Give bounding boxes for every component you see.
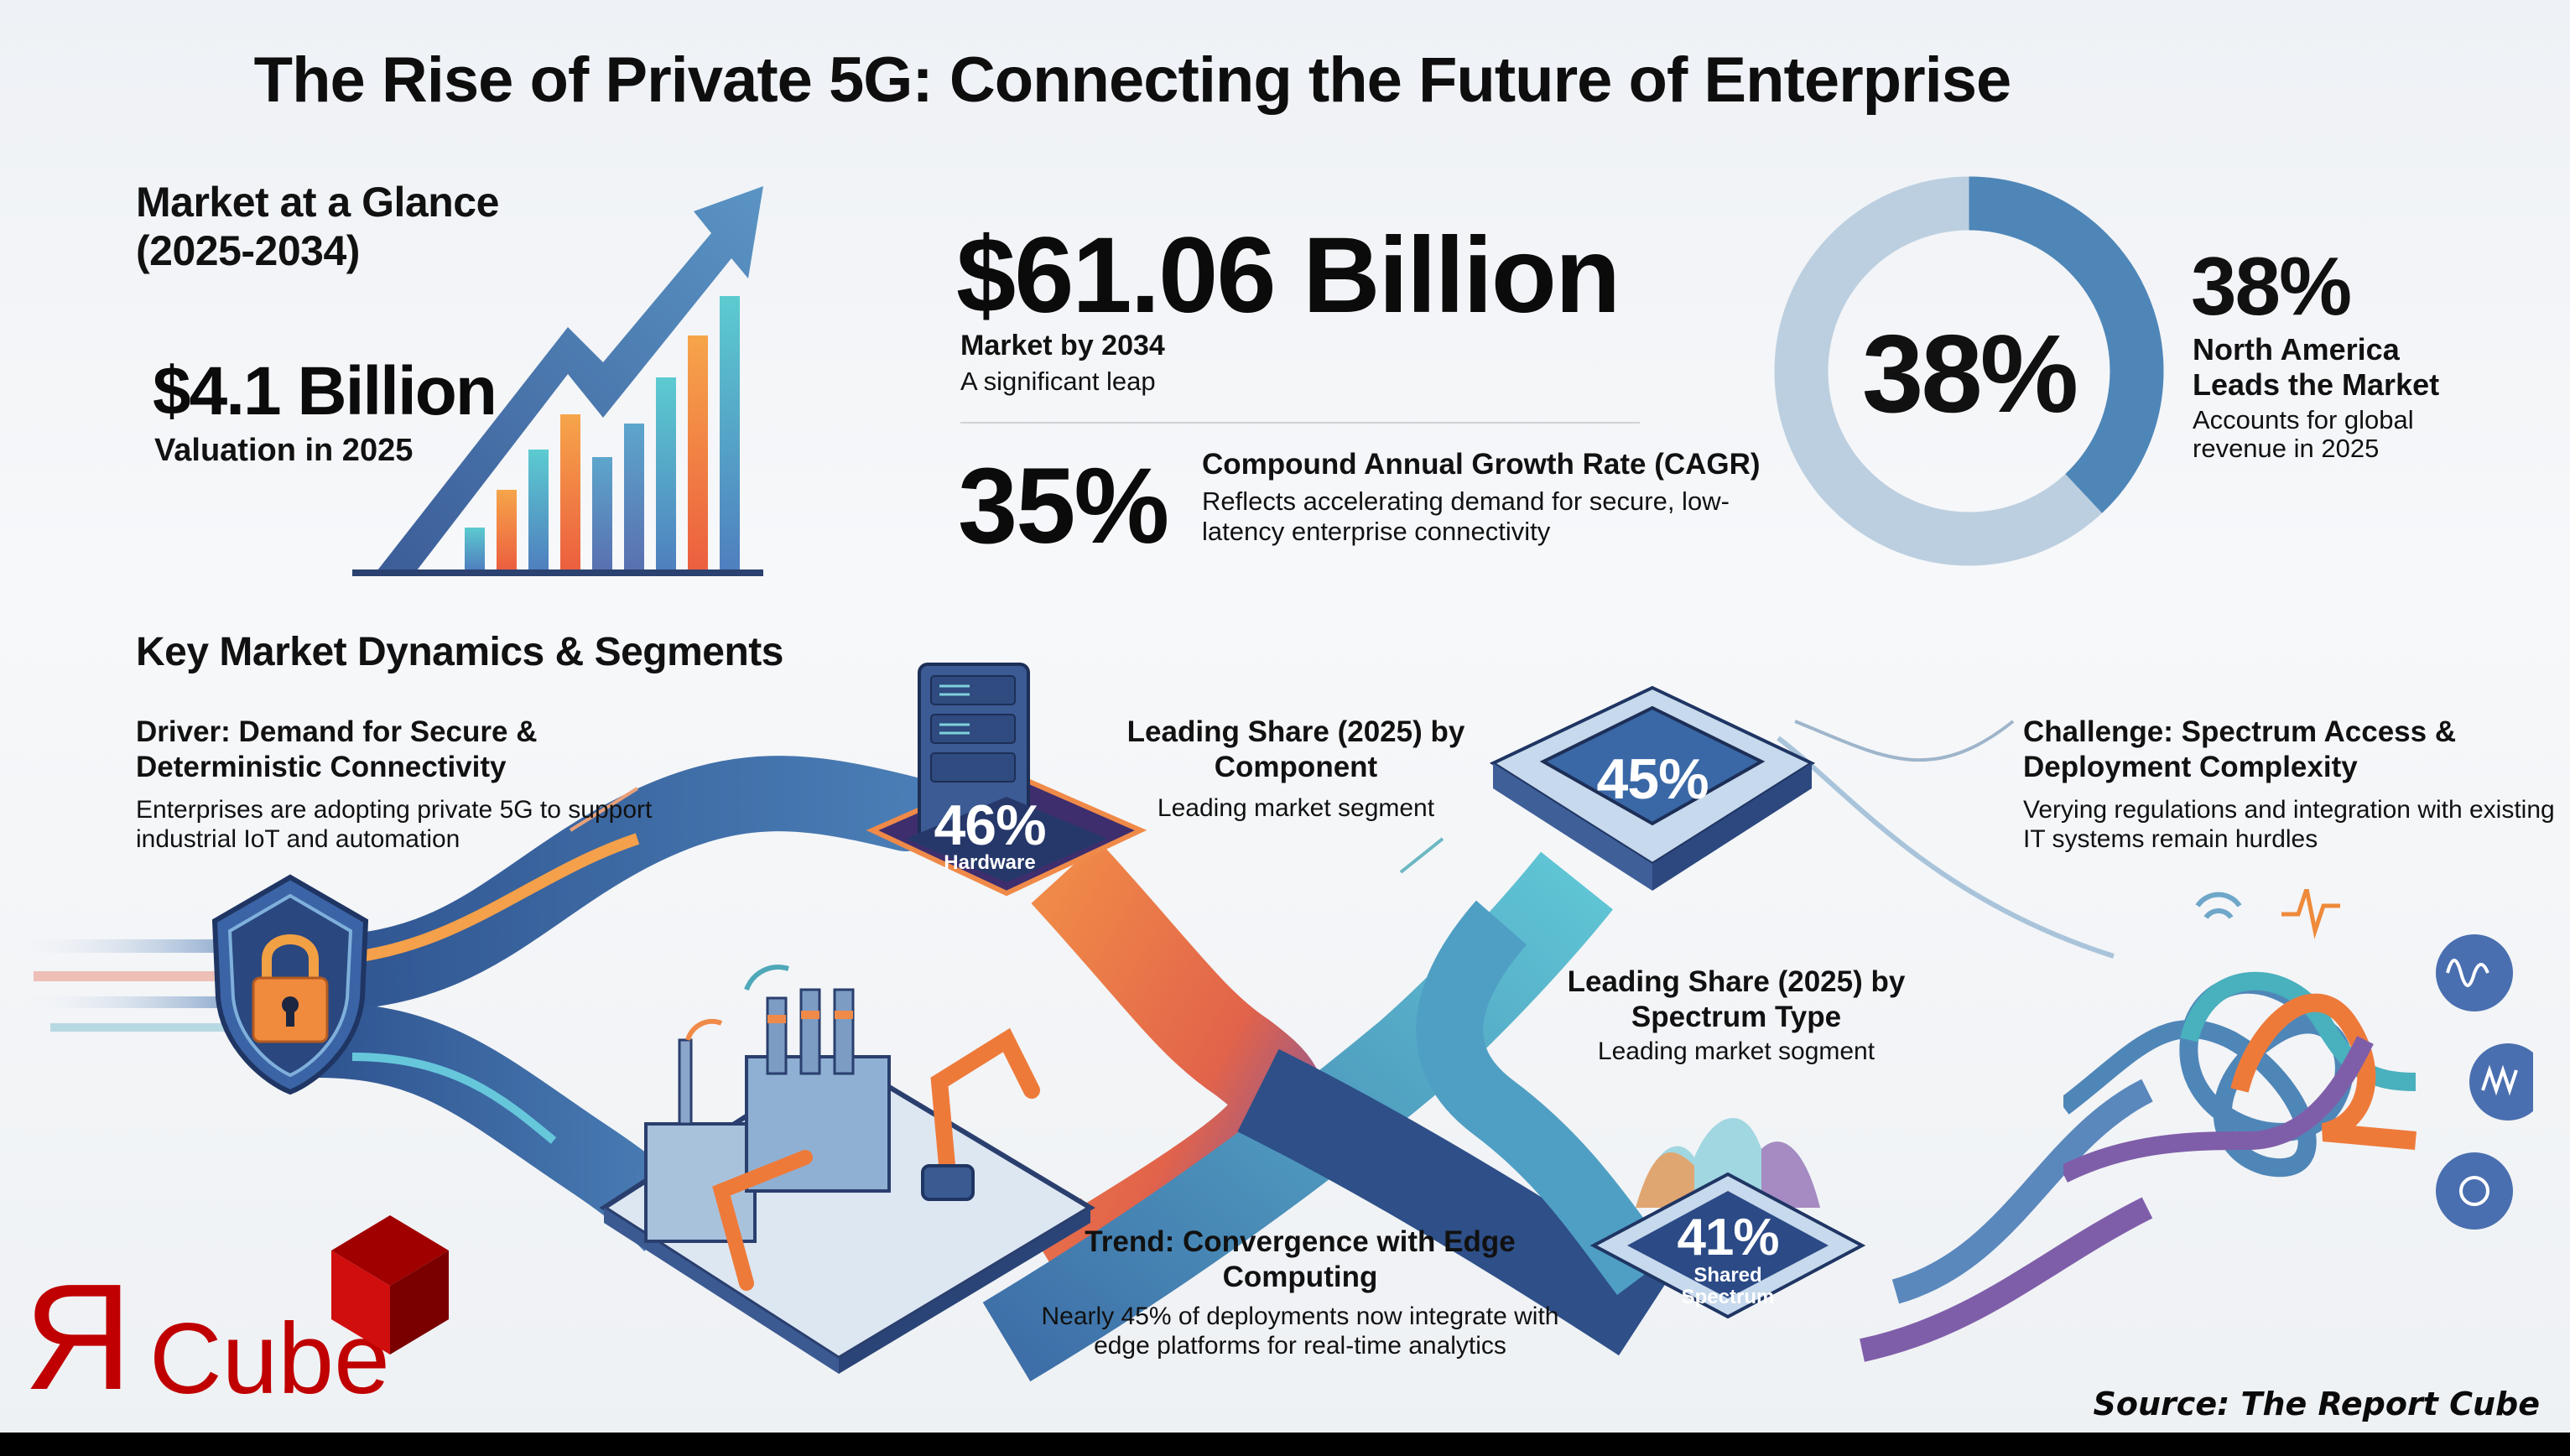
heading-line-2: (2025-2034) xyxy=(136,227,360,274)
sub-line-2: revenue in 2025 xyxy=(2193,434,2380,463)
spectrum-badge-value: 41% xyxy=(1677,1209,1779,1266)
knot-icon xyxy=(2063,889,2533,1230)
bottom-bar xyxy=(0,1433,2570,1456)
component-badge-label: Hardware xyxy=(944,851,1036,874)
edge-chip-value: 45% xyxy=(1596,747,1709,811)
cagr-value: 35% xyxy=(958,446,1169,566)
component-badge: 46% Hardware xyxy=(864,654,1149,897)
trend-body: Nearly 45% of deployments now integrate … xyxy=(1041,1303,1559,1360)
heading-line-1: Market at a Glance xyxy=(136,179,499,226)
trend-arrow-icon xyxy=(377,186,763,570)
shield-lock-icon xyxy=(211,874,369,1095)
market-at-glance-heading: Market at a Glance (2025-2034) xyxy=(136,178,499,275)
waveform-icon xyxy=(2469,1043,2533,1121)
network-flow-illustration xyxy=(17,720,2153,1382)
cagr-subtext: Reflects accelerating demand for secure,… xyxy=(1202,486,1730,546)
component-badge-value: 46% xyxy=(934,793,1046,857)
component-title: Leading Share (2025) by Component xyxy=(1126,715,1465,783)
value-2034: $61.06 Billion xyxy=(956,216,1621,335)
spectrum-body: Leading market sogment xyxy=(1597,1037,1875,1065)
factory-icon xyxy=(599,965,1095,1374)
badge-label-line-2: Spectrum xyxy=(1681,1286,1775,1308)
badge-label-line-1: Shared xyxy=(1693,1264,1762,1287)
trend-title: Trend: Convergence with Edge Computing xyxy=(1085,1225,1516,1293)
label-line-2: Leads the Market xyxy=(2193,367,2440,402)
challenge-body: Verying regulations and integration with… xyxy=(2023,796,2555,853)
wifi-icon xyxy=(685,1018,723,1041)
spectrum-badge: 41% Shared Spectrum xyxy=(1585,1082,1870,1325)
server-rack-icon xyxy=(866,663,1147,897)
divider xyxy=(960,422,1640,424)
spectrum-title: Leading Share (2025) by Spectrum Type xyxy=(1567,965,1906,1033)
logo-letter: Я xyxy=(23,1253,133,1422)
page-title: The Rise of Private 5G: Connecting the F… xyxy=(253,44,2012,116)
edge-chip-badge: 45% xyxy=(1476,671,1829,897)
dynamics-heading: Key Market Dynamics & Segments xyxy=(136,630,783,674)
robot-arm-icon xyxy=(712,1027,1040,1291)
cagr-label: Compound Annual Growth Rate (CAGR) xyxy=(1202,448,1761,481)
source-credit: Source: The Report Cube xyxy=(2093,1386,2540,1422)
region-donut-chart xyxy=(1774,176,2164,566)
value-2034-label: Market by 2034 xyxy=(960,330,1165,361)
driver-title: Driver: Demand for Secure & Deterministi… xyxy=(136,715,538,783)
chart-bars xyxy=(465,296,740,569)
donut-center-value: 38% xyxy=(1861,312,2078,435)
value-2034-subtext: A significant leap xyxy=(960,367,1156,396)
challenge-title: Challenge: Spectrum Access & Deployment … xyxy=(2023,715,2457,783)
spectrum-wave-icon xyxy=(1589,1117,1866,1319)
chip-icon xyxy=(1489,685,1816,891)
north-america-percent: 38% xyxy=(2191,240,2352,332)
logo-cube-icon xyxy=(331,1215,449,1355)
label-line-1: North America xyxy=(2193,332,2400,367)
value-2025-label: Valuation in 2025 xyxy=(154,433,414,468)
driver-body: Enterprises are adopting private 5G to s… xyxy=(136,796,653,853)
value-2025: $4.1 Billion xyxy=(153,353,497,429)
component-body: Leading market segment xyxy=(1157,794,1435,822)
growth-bar-chart xyxy=(352,186,763,576)
north-america-label: North America Leads the Market xyxy=(2193,332,2528,403)
north-america-subtext: Accounts for global revenue in 2025 xyxy=(2193,406,2528,463)
wifi-icon xyxy=(2195,892,2242,919)
gear-icon xyxy=(2436,1152,2513,1230)
sub-line-1: Accounts for global xyxy=(2193,405,2414,434)
spectrum-badge-label: Shared Spectrum xyxy=(1644,1265,1812,1308)
